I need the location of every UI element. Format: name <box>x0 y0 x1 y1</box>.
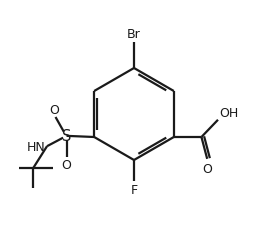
Text: O: O <box>62 159 72 172</box>
Text: F: F <box>131 183 137 196</box>
Text: S: S <box>62 129 71 144</box>
Text: O: O <box>49 103 59 116</box>
Text: OH: OH <box>219 106 239 119</box>
Text: Br: Br <box>127 27 141 41</box>
Text: HN: HN <box>27 141 46 153</box>
Text: O: O <box>203 162 213 175</box>
